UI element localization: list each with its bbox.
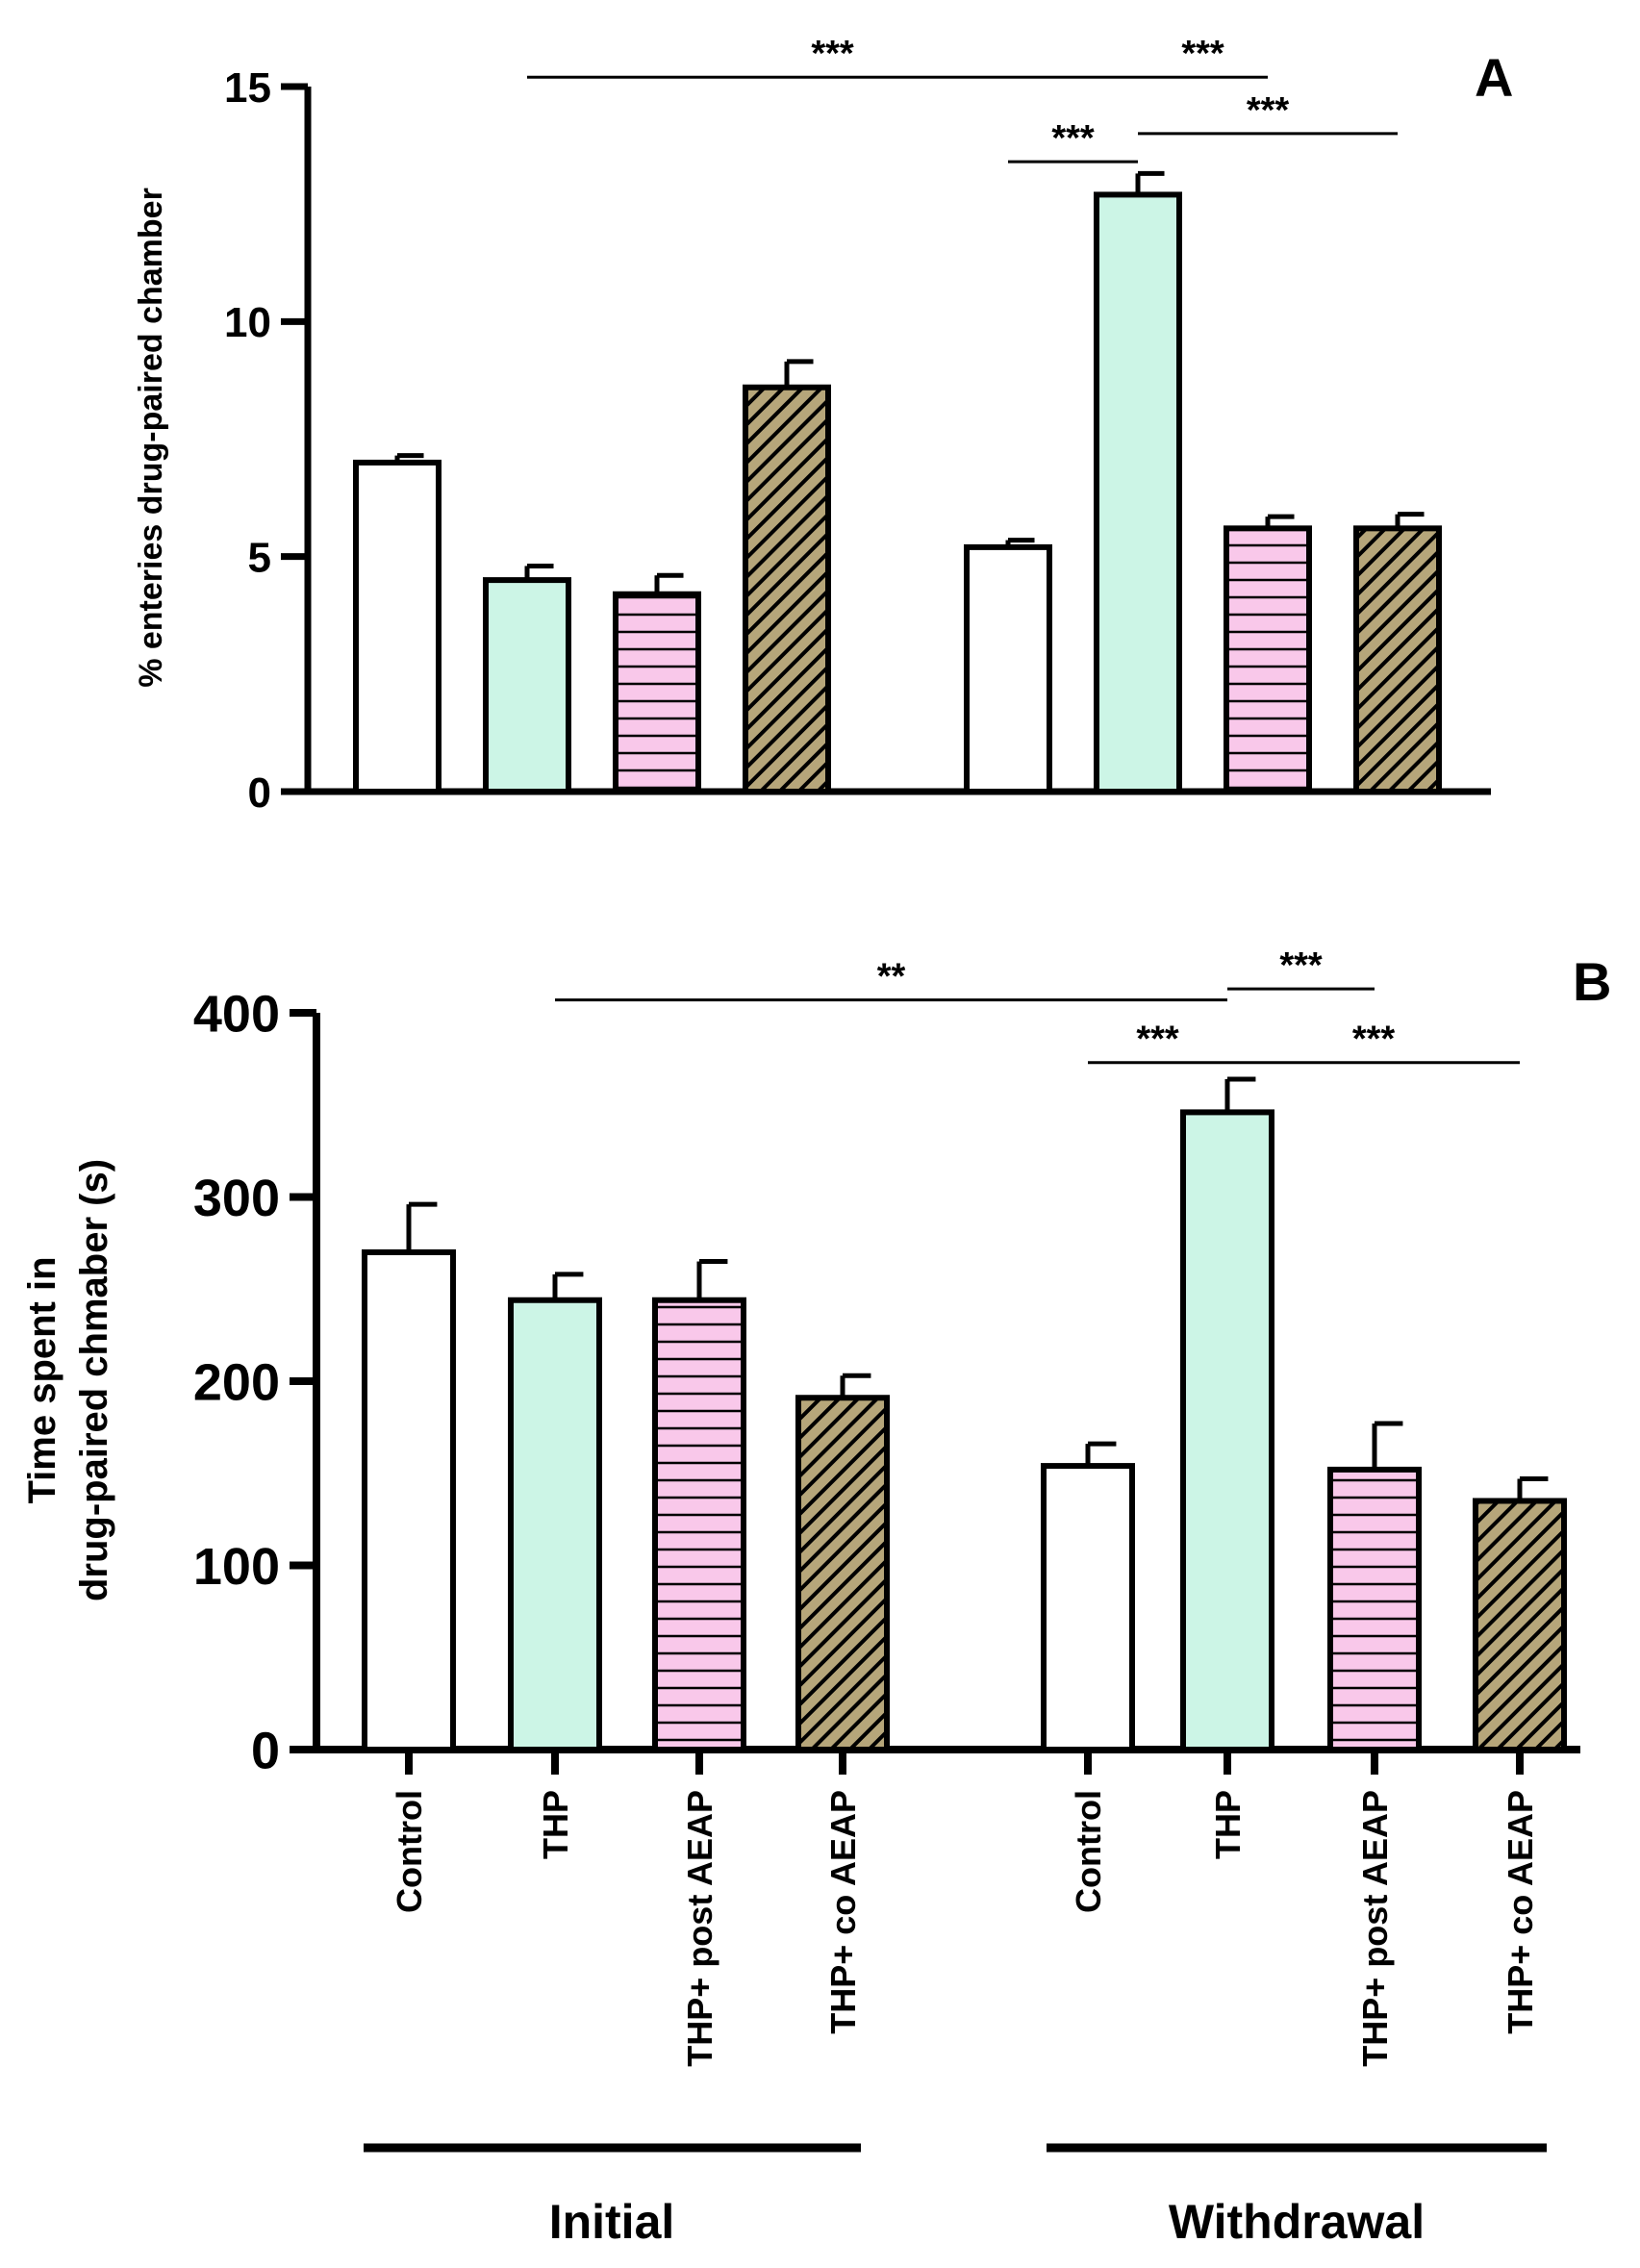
significance-label: ***: [1051, 118, 1095, 159]
bar: [1180, 1109, 1274, 1753]
bar: [483, 577, 571, 794]
y-tick-label: 10: [224, 299, 271, 346]
bar: [1327, 1466, 1422, 1753]
bar: [1473, 1498, 1567, 1752]
group-labels: Initial Withdrawal: [364, 2143, 1547, 2249]
x-category-label: THP+ post AEAP: [680, 1790, 719, 2067]
significance-label: ***: [1352, 1020, 1396, 1060]
bar: [795, 1395, 890, 1752]
bar: [652, 1297, 746, 1752]
significance-label: ***: [1136, 1020, 1179, 1060]
y-tick-label: 5: [248, 535, 271, 582]
y-tick-label: 200: [193, 1353, 280, 1411]
bar: [353, 459, 442, 794]
significance-label: ***: [1279, 945, 1323, 986]
bar: [362, 1248, 456, 1752]
y-tick-label: 400: [193, 985, 280, 1043]
x-category-label: THP: [536, 1790, 575, 1859]
panel-b-letter: B: [1573, 951, 1611, 1012]
initial-group-label: Initial: [549, 2195, 675, 2249]
panel-b-y-axis-label-line2: drug-paired chmaber (s): [73, 1159, 115, 1601]
bar: [964, 543, 1052, 794]
panel-a: A % enteries drug-paired chamber 0 5 10 15 *…: [133, 34, 1513, 817]
x-category-label: THP: [1208, 1790, 1248, 1859]
x-category-label: Control: [1069, 1790, 1108, 1913]
significance-label: ***: [1247, 90, 1290, 131]
y-tick-label: 0: [248, 769, 271, 817]
panel-a-y-axis-label: % enteries drug-paired chamber: [133, 188, 169, 688]
significance-label: **: [877, 957, 906, 997]
panel-b: B Time spent in drug-paired chmaber (s) …: [21, 945, 1611, 1779]
bar: [1353, 525, 1442, 794]
x-axis-category-labels: Control THP THP+ post AEAP THP+ co AEAP Cont…: [390, 1750, 1540, 2067]
significance-label: ***: [1181, 34, 1224, 74]
y-tick-label: 15: [224, 64, 271, 112]
bar: [508, 1297, 602, 1752]
bar: [613, 591, 701, 795]
y-tick-label: 100: [193, 1538, 280, 1596]
significance-label: ***: [811, 34, 854, 74]
x-category-label: THP+ post AEAP: [1355, 1790, 1395, 2067]
panel-a-letter: A: [1475, 47, 1513, 108]
panel-b-y-axis-label-line1: Time spent in: [21, 1256, 63, 1503]
withdrawal-group-label: Withdrawal: [1169, 2195, 1425, 2249]
bar: [1094, 191, 1182, 795]
y-tick-label: 300: [193, 1170, 280, 1227]
bar: [743, 384, 831, 794]
x-category-label: THP+ co AEAP: [823, 1790, 863, 2034]
bar: [1041, 1463, 1135, 1752]
x-category-label: THP+ co AEAP: [1501, 1790, 1540, 2034]
y-tick-label: 0: [251, 1722, 280, 1779]
x-category-label: Control: [390, 1790, 429, 1913]
bar: [1224, 525, 1312, 794]
